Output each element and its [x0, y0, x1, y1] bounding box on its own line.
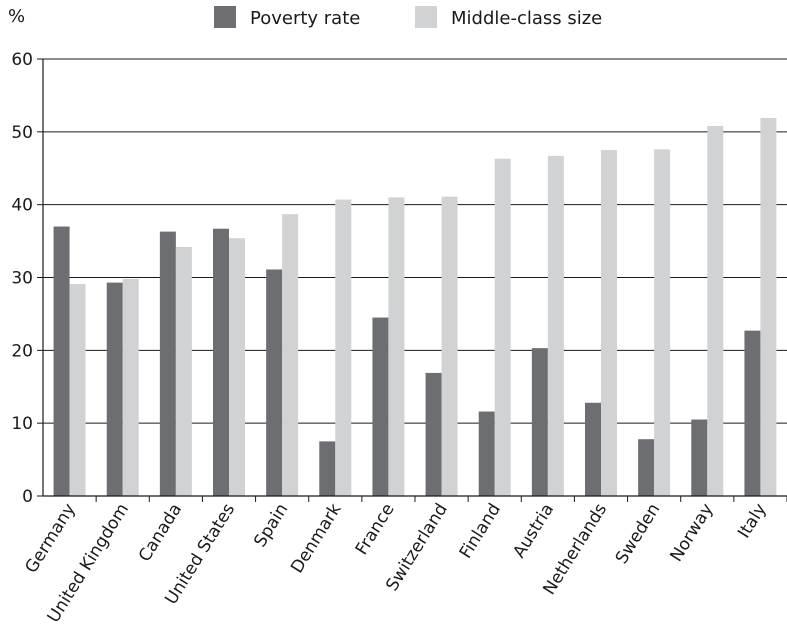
bar-middle-class-size	[69, 284, 86, 496]
bar-poverty-rate	[425, 372, 442, 496]
y-tick-label: 10	[11, 414, 33, 434]
bar-poverty-rate	[319, 441, 336, 496]
bar-poverty-rate	[53, 226, 70, 496]
bar-poverty-rate	[213, 228, 229, 496]
y-tick-label: 0	[22, 487, 33, 507]
y-axis-ticks: 0 10 20 30 40 50 60	[11, 50, 43, 507]
x-category-label: Italy	[734, 500, 771, 542]
bar-middle-class-size	[175, 246, 192, 496]
x-category-label: Canada	[135, 500, 186, 565]
bar-poverty-rate	[266, 269, 283, 496]
legend-label: Poverty rate	[250, 8, 360, 29]
bars	[53, 117, 777, 497]
bar-poverty-rate	[159, 231, 176, 497]
bar-middle-class-size	[601, 150, 617, 496]
y-axis-unit-label: %	[8, 6, 25, 27]
bar-poverty-rate	[372, 317, 389, 496]
y-tick-label: 30	[11, 269, 33, 289]
x-category-label: Austria	[509, 500, 558, 562]
bar-middle-class-size	[388, 197, 405, 496]
bar-middle-class-size	[760, 117, 777, 497]
bar-poverty-rate	[744, 330, 761, 496]
legend: Poverty rate Middle-class size	[214, 6, 602, 29]
legend-swatch	[415, 6, 437, 28]
bar-middle-class-size	[707, 126, 724, 497]
x-category-label: Finland	[456, 500, 505, 562]
bar-poverty-rate	[106, 282, 123, 496]
x-category-label: Norway	[666, 500, 717, 565]
y-tick-label: 20	[11, 341, 33, 361]
bar-middle-class-size	[494, 158, 511, 496]
y-tick-label: 50	[11, 123, 33, 143]
bar-middle-class-size	[282, 214, 299, 496]
bar-poverty-rate	[638, 439, 655, 496]
x-category-label: France	[352, 500, 399, 559]
x-category-label: Sweden	[612, 500, 665, 568]
x-category-label: Spain	[250, 500, 292, 551]
bar-middle-class-size	[441, 196, 458, 496]
x-category-label: Germany	[21, 500, 79, 577]
bar-middle-class-size	[335, 199, 352, 496]
y-tick-label: 40	[11, 196, 33, 216]
legend-label: Middle-class size	[451, 8, 602, 29]
gridlines	[43, 58, 787, 424]
bar-poverty-rate	[585, 402, 601, 496]
bar-middle-class-size	[547, 155, 564, 496]
bar-poverty-rate	[531, 348, 548, 496]
bar-middle-class-size	[122, 278, 139, 496]
y-tick-label: 60	[11, 50, 33, 70]
axes	[42, 59, 787, 502]
bar-poverty-rate	[478, 411, 495, 496]
bar-middle-class-size	[229, 238, 245, 497]
bar-middle-class-size	[654, 149, 671, 496]
x-category-label: Denmark	[287, 500, 345, 577]
bar-poverty-rate	[691, 419, 708, 496]
legend-swatch	[214, 6, 236, 28]
